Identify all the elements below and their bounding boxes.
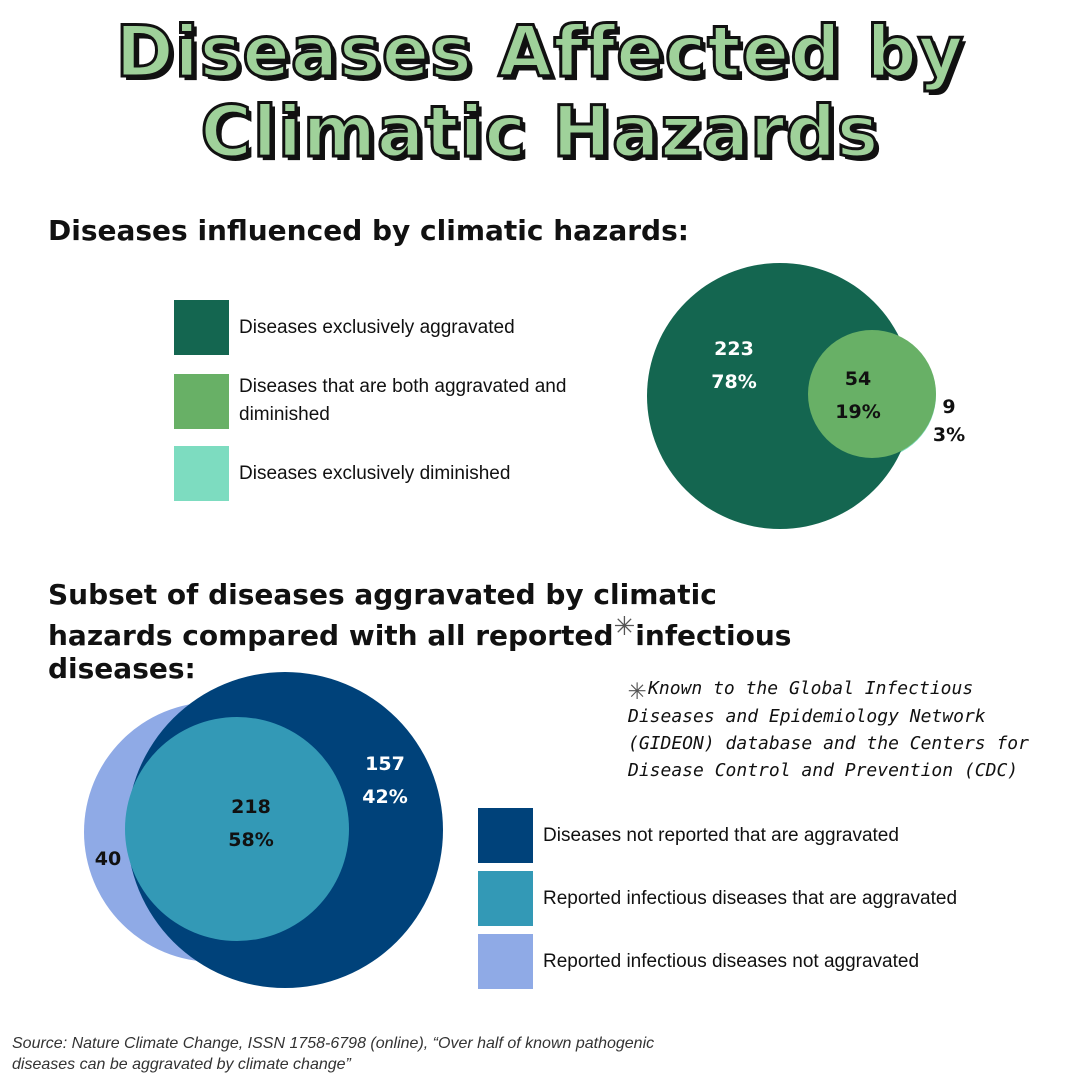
legend-label: Reported infectious diseases that are ag… — [543, 887, 958, 909]
section1-heading: Diseases influenced by climatic hazards: — [48, 214, 689, 247]
footnote: ✳ Known to the Global Infectious Diseases… — [628, 675, 1068, 784]
legend-swatch — [174, 373, 229, 429]
legend-label: Diseases not reported that are aggravate… — [543, 824, 899, 846]
legend-label: Diseases exclusively diminished — [239, 462, 511, 484]
footnote-text: Known to the Global Infectious Diseases … — [628, 678, 1029, 781]
legend-swatch — [174, 300, 229, 355]
section2-heading-text: Subset of diseases aggravated by climati… — [48, 578, 717, 652]
legend-swatch — [174, 446, 229, 501]
venn1-circle-overlap — [808, 330, 936, 458]
venn2-count-reported-aggravated: 218 — [231, 796, 271, 818]
legend-item-exclusively-diminished: Diseases exclusively diminished — [174, 446, 510, 501]
venn1-count-both: 54 — [845, 368, 871, 390]
section2-heading-text-end: infectious diseases: — [48, 619, 792, 685]
venn2-count-reported-not-aggravated: 40 — [95, 848, 121, 870]
venn1-percent-exclusively-diminished: 3% — [933, 424, 965, 446]
venn2-count-not-reported-aggravated: 157 — [365, 753, 405, 775]
venn1-count-exclusively-aggravated: 223 — [714, 338, 754, 360]
venn2-circle-overlap — [125, 717, 349, 941]
legend-item-both: Diseases that are both aggravated and di… — [174, 373, 579, 429]
venn1-percent-both: 19% — [835, 401, 880, 423]
venn1-percent-exclusively-aggravated: 78% — [711, 371, 756, 393]
section2-heading: Subset of diseases aggravated by climati… — [48, 578, 848, 685]
legend-label: Diseases exclusively aggravated — [239, 316, 515, 338]
page-title: Diseases Affected by Climatic Hazards — [114, 11, 965, 174]
legend-swatch — [478, 934, 533, 989]
venn1-count-exclusively-diminished: 9 — [942, 396, 955, 418]
venn1-circle-aggravated — [647, 263, 913, 529]
legend-label: Diseases that are both aggravated and di… — [239, 376, 567, 425]
asterisk-icon: ✳ — [613, 612, 636, 642]
legend-item-reported-aggravated: Reported infectious diseases that are ag… — [478, 871, 957, 926]
source-citation: Source: Nature Climate Change, ISSN 1758… — [12, 1035, 655, 1073]
legend-swatch — [478, 808, 533, 863]
venn2-percent-not-reported-aggravated: 42% — [362, 786, 407, 808]
asterisk-icon: ✳ — [628, 672, 647, 707]
legend-item-reported-not-aggravated: Reported infectious diseases not aggrava… — [478, 934, 919, 989]
venn2-percent-reported-aggravated: 58% — [228, 829, 273, 851]
legend-label: Reported infectious diseases not aggrava… — [543, 950, 920, 972]
legend-swatch — [478, 871, 533, 926]
legend-item-not-reported-aggravated: Diseases not reported that are aggravate… — [478, 808, 899, 863]
legend-item-exclusively-aggravated: Diseases exclusively aggravated — [174, 300, 515, 355]
